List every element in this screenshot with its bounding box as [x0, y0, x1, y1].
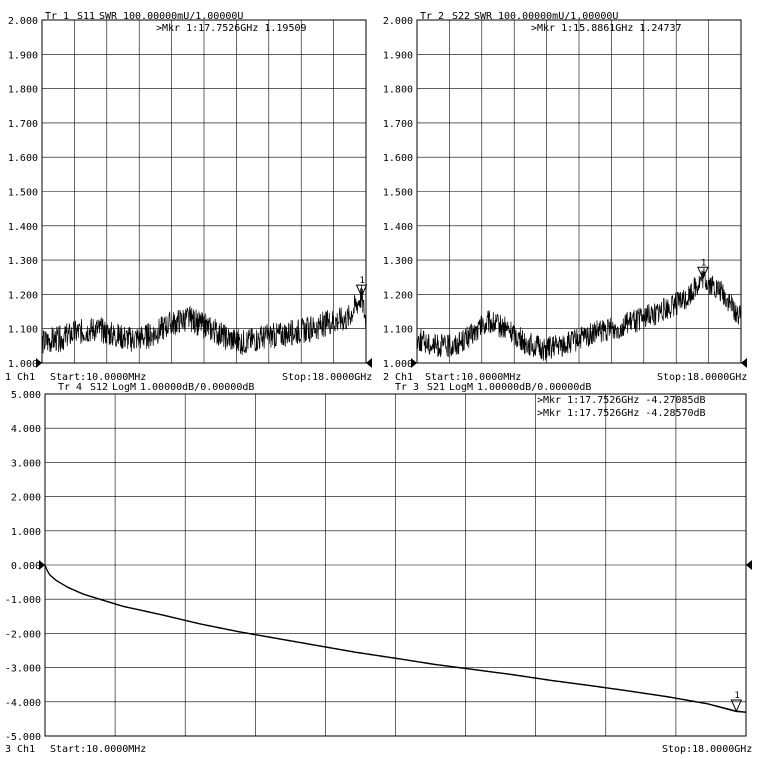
- channel-label: 1 Ch1: [5, 372, 35, 383]
- parameter-label: S21: [427, 382, 445, 393]
- y-tick-label: 1.100: [383, 325, 413, 336]
- y-tick-label: 4.000: [11, 424, 41, 435]
- reference-arrow-left: [411, 358, 417, 368]
- y-tick-label: 1.500: [8, 188, 38, 199]
- plot-frame: [416, 19, 742, 364]
- marker-number: 1: [360, 276, 365, 286]
- y-tick-label: -5.000: [5, 732, 41, 743]
- y-tick-label: 1.300: [8, 256, 38, 267]
- y-tick-label: 1.000: [11, 527, 41, 538]
- stop-frequency: Stop:18.0000GHz: [282, 372, 372, 383]
- parameter-label: S11: [77, 11, 95, 22]
- y-tick-label: 2.000: [11, 493, 41, 504]
- marker-triangle: [730, 699, 743, 713]
- channel-3-panel: Tr 3 S21 LogM 1.00000dB/0.00000dB Tr 4 S…: [5, 382, 752, 755]
- scale-label: 100.00000mU/1.00000U: [498, 11, 618, 22]
- start-frequency: Start:10.0000MHz: [50, 372, 146, 383]
- y-tick-label: 1.500: [383, 188, 413, 199]
- y-tick-label: 1.400: [8, 222, 38, 233]
- format-label: SWR: [99, 11, 118, 22]
- y-tick-label: 1.800: [383, 85, 413, 96]
- channel-1-panel: Tr 1 S11 SWR 100.00000mU/1.00000U >Mkr 1…: [5, 11, 372, 383]
- stop-frequency: Stop:18.0000GHz: [662, 744, 752, 755]
- y-tick-label: 1.600: [8, 153, 38, 164]
- trace-line: [416, 268, 742, 361]
- y-tick-label: -1.000: [5, 595, 41, 606]
- scale-label: 100.00000mU/1.00000U: [123, 11, 243, 22]
- y-tick-label: 5.000: [11, 390, 41, 401]
- plot-frame: [41, 19, 367, 364]
- reference-arrow-right: [741, 358, 747, 368]
- y-tick-label: 3.000: [11, 458, 41, 469]
- marker-readout: >Mkr 1:17.7526GHz 1.19509: [156, 23, 307, 34]
- y-tick-label: 1.800: [8, 85, 38, 96]
- parameter-label: S22: [452, 11, 470, 22]
- marker-readout: >Mkr 1:15.8861GHz 1.24737: [531, 23, 682, 34]
- trace-label: Tr 2: [420, 11, 444, 22]
- marker-readout-2: >Mkr 1:17.7526GHz -4.28570dB: [537, 408, 706, 419]
- format-label: SWR: [474, 11, 493, 22]
- y-tick-label: 1.200: [383, 290, 413, 301]
- reference-arrow-right: [366, 358, 372, 368]
- y-tick-label: -4.000: [5, 698, 41, 709]
- y-tick-label: 1.400: [383, 222, 413, 233]
- y-tick-label: 1.100: [8, 325, 38, 336]
- channel-label: 3 Ch1: [5, 744, 35, 755]
- channel-2-panel: Tr 2 S22 SWR 100.00000mU/1.00000U >Mkr 1…: [383, 11, 747, 383]
- scale-label-2: 1.00000dB/0.00000dB: [140, 382, 254, 393]
- scale-label: 1.00000dB/0.00000dB: [477, 382, 591, 393]
- format-label-2: LogM: [112, 382, 136, 393]
- start-frequency: Start:10.0000MHz: [50, 744, 146, 755]
- marker-triangle: [355, 284, 368, 298]
- y-tick-label: 1.200: [8, 290, 38, 301]
- y-tick-label: 1.000: [8, 359, 38, 370]
- y-tick-label: -2.000: [5, 629, 41, 640]
- reference-arrow-left: [36, 358, 42, 368]
- y-tick-label: 1.600: [383, 153, 413, 164]
- format-label: LogM: [449, 382, 473, 393]
- y-tick-label: 1.700: [8, 119, 38, 130]
- reference-arrow-right: [746, 560, 752, 570]
- trace-label: Tr 1: [45, 11, 69, 22]
- stop-frequency: Stop:18.0000GHz: [657, 372, 747, 383]
- y-tick-label: 0.000: [11, 561, 41, 572]
- y-tick-label: 2.000: [8, 16, 38, 27]
- y-tick-label: 1.000: [383, 359, 413, 370]
- y-tick-label: 1.300: [383, 256, 413, 267]
- y-tick-label: -3.000: [5, 664, 41, 675]
- marker-number: 1: [701, 258, 706, 268]
- trace-line: [44, 564, 747, 713]
- trace-line: [41, 285, 367, 355]
- marker-readout: >Mkr 1:17.7526GHz -4.27085dB: [537, 395, 706, 406]
- marker-number: 1: [734, 691, 739, 701]
- y-tick-label: 2.000: [383, 16, 413, 27]
- marker-triangle: [697, 266, 709, 280]
- y-tick-label: 1.900: [8, 50, 38, 61]
- reference-arrow-left: [39, 560, 45, 570]
- y-tick-label: 1.900: [383, 50, 413, 61]
- start-frequency: Start:10.0000MHz: [425, 372, 521, 383]
- trace-label-2: Tr 4: [58, 382, 82, 393]
- channel-label: 2 Ch1: [383, 372, 413, 383]
- parameter-label-2: S12: [90, 382, 108, 393]
- y-tick-label: 1.700: [383, 119, 413, 130]
- trace-label: Tr 3: [395, 382, 419, 393]
